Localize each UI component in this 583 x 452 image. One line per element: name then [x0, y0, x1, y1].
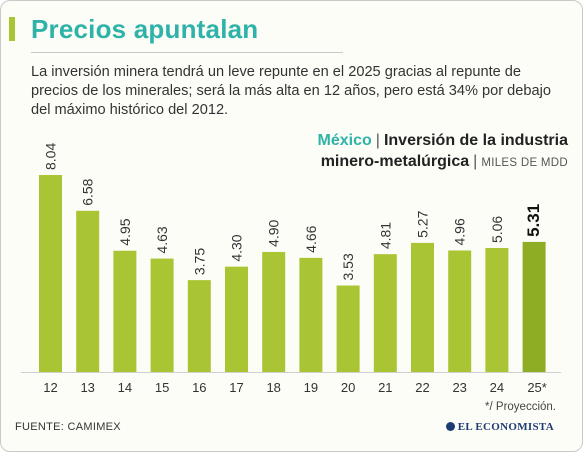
chart-title-line2: minero-metalúrgica | MILES DE MDD — [321, 153, 568, 171]
data-label: 3.53 — [340, 253, 356, 280]
projection-note: */ Proyección. — [485, 401, 556, 413]
data-label: 5.27 — [415, 210, 431, 237]
unit-separator: | — [473, 153, 478, 170]
chart-bar — [39, 175, 62, 372]
chart-unit: MILES DE MDD — [481, 157, 568, 169]
x-tick-label: 13 — [80, 380, 94, 395]
brand-name: EL ECONOMISTA — [457, 421, 554, 433]
x-tick-label: 25* — [527, 380, 547, 395]
chart-bar — [225, 266, 248, 372]
chart-bar — [448, 250, 472, 372]
data-label: 5.06 — [489, 216, 505, 243]
data-label: 4.63 — [154, 226, 170, 253]
chart-subtitle: minero-metalúrgica — [320, 153, 470, 170]
x-tick-label: 16 — [192, 380, 206, 395]
brand-icon — [445, 422, 455, 431]
chart-country: México — [317, 132, 372, 149]
page-title: Precios apuntalan — [31, 14, 259, 44]
title-separator: | — [375, 132, 380, 149]
x-tick-label: 24 — [490, 380, 504, 395]
x-tick-label: 14 — [118, 380, 132, 395]
data-label: 4.30 — [229, 234, 245, 261]
title-divider — [31, 52, 343, 53]
chart-title-line1: México | Inversión de la industria — [318, 132, 568, 150]
data-label: 3.75 — [191, 248, 207, 275]
chart-bar — [485, 248, 509, 372]
data-label: 4.90 — [266, 219, 282, 246]
x-tick-label: 12 — [43, 380, 57, 395]
chart-bar — [76, 210, 100, 372]
chart-bar — [522, 241, 546, 372]
data-label: 4.81 — [377, 222, 393, 249]
bar-chart: 8.04 12 6.58 13 4.95 14 4.63 15 3.75 16 4.30 17 4.90… — [21, 143, 561, 395]
data-label: 5.31 — [524, 204, 543, 237]
chart-bar — [113, 250, 137, 372]
chart-bar — [336, 285, 360, 372]
x-tick-label: 22 — [415, 380, 429, 395]
data-label: 8.04 — [43, 143, 59, 170]
chart-bar — [262, 251, 286, 372]
chart-bar — [150, 258, 174, 372]
data-label: 4.96 — [452, 218, 468, 245]
x-tick-label: 18 — [266, 380, 280, 395]
chart-bar — [299, 257, 323, 372]
chart-bar — [373, 254, 397, 372]
x-tick-label: 19 — [304, 380, 318, 395]
chart-bar — [187, 280, 211, 372]
chart-bar — [411, 242, 434, 372]
x-tick-label: 15 — [155, 380, 169, 395]
chart-description: La inversión minera tendrá un leve repun… — [31, 64, 552, 118]
brand-logo: EL ECONOMISTA — [445, 421, 554, 433]
title-accent-bar — [9, 17, 15, 41]
data-label: 4.95 — [117, 218, 133, 245]
chart-title: Inversión de la industria — [383, 132, 568, 149]
x-tick-label: 20 — [341, 380, 355, 395]
data-label: 6.58 — [80, 178, 96, 205]
source-label: FUENTE: CAMIMEX — [15, 421, 121, 433]
data-label: 4.66 — [303, 225, 319, 252]
x-tick-label: 21 — [378, 380, 392, 395]
x-tick-label: 17 — [229, 380, 243, 395]
x-tick-label: 23 — [452, 380, 466, 395]
